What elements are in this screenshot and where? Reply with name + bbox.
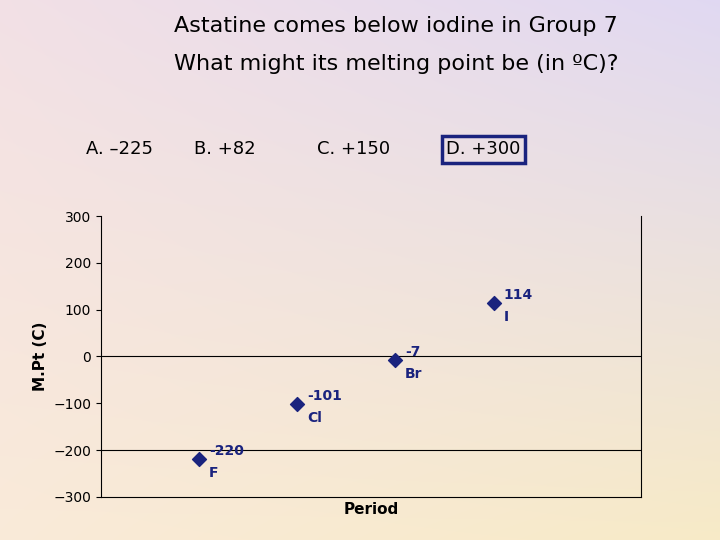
Text: Astatine comes below iodine in Group 7: Astatine comes below iodine in Group 7	[174, 16, 618, 36]
Point	[390, 355, 401, 364]
Text: Br: Br	[405, 367, 423, 381]
Text: 114: 114	[503, 288, 533, 302]
Text: What might its melting point be (in ºC)?: What might its melting point be (in ºC)?	[174, 54, 618, 74]
Text: I: I	[503, 310, 508, 324]
Point	[292, 400, 303, 408]
Text: Cl: Cl	[307, 411, 322, 424]
Text: -101: -101	[307, 389, 342, 403]
Text: C. +150: C. +150	[317, 140, 390, 158]
X-axis label: Period: Period	[343, 502, 398, 517]
Text: B. +82: B. +82	[194, 140, 256, 158]
Text: F: F	[209, 467, 218, 481]
Point	[193, 455, 204, 464]
Text: -220: -220	[209, 444, 243, 458]
Text: A. –225: A. –225	[86, 140, 153, 158]
Point	[487, 299, 499, 307]
Text: D. +300: D. +300	[446, 140, 521, 158]
Text: -7: -7	[405, 345, 420, 359]
Y-axis label: M.Pt (C): M.Pt (C)	[32, 322, 48, 391]
